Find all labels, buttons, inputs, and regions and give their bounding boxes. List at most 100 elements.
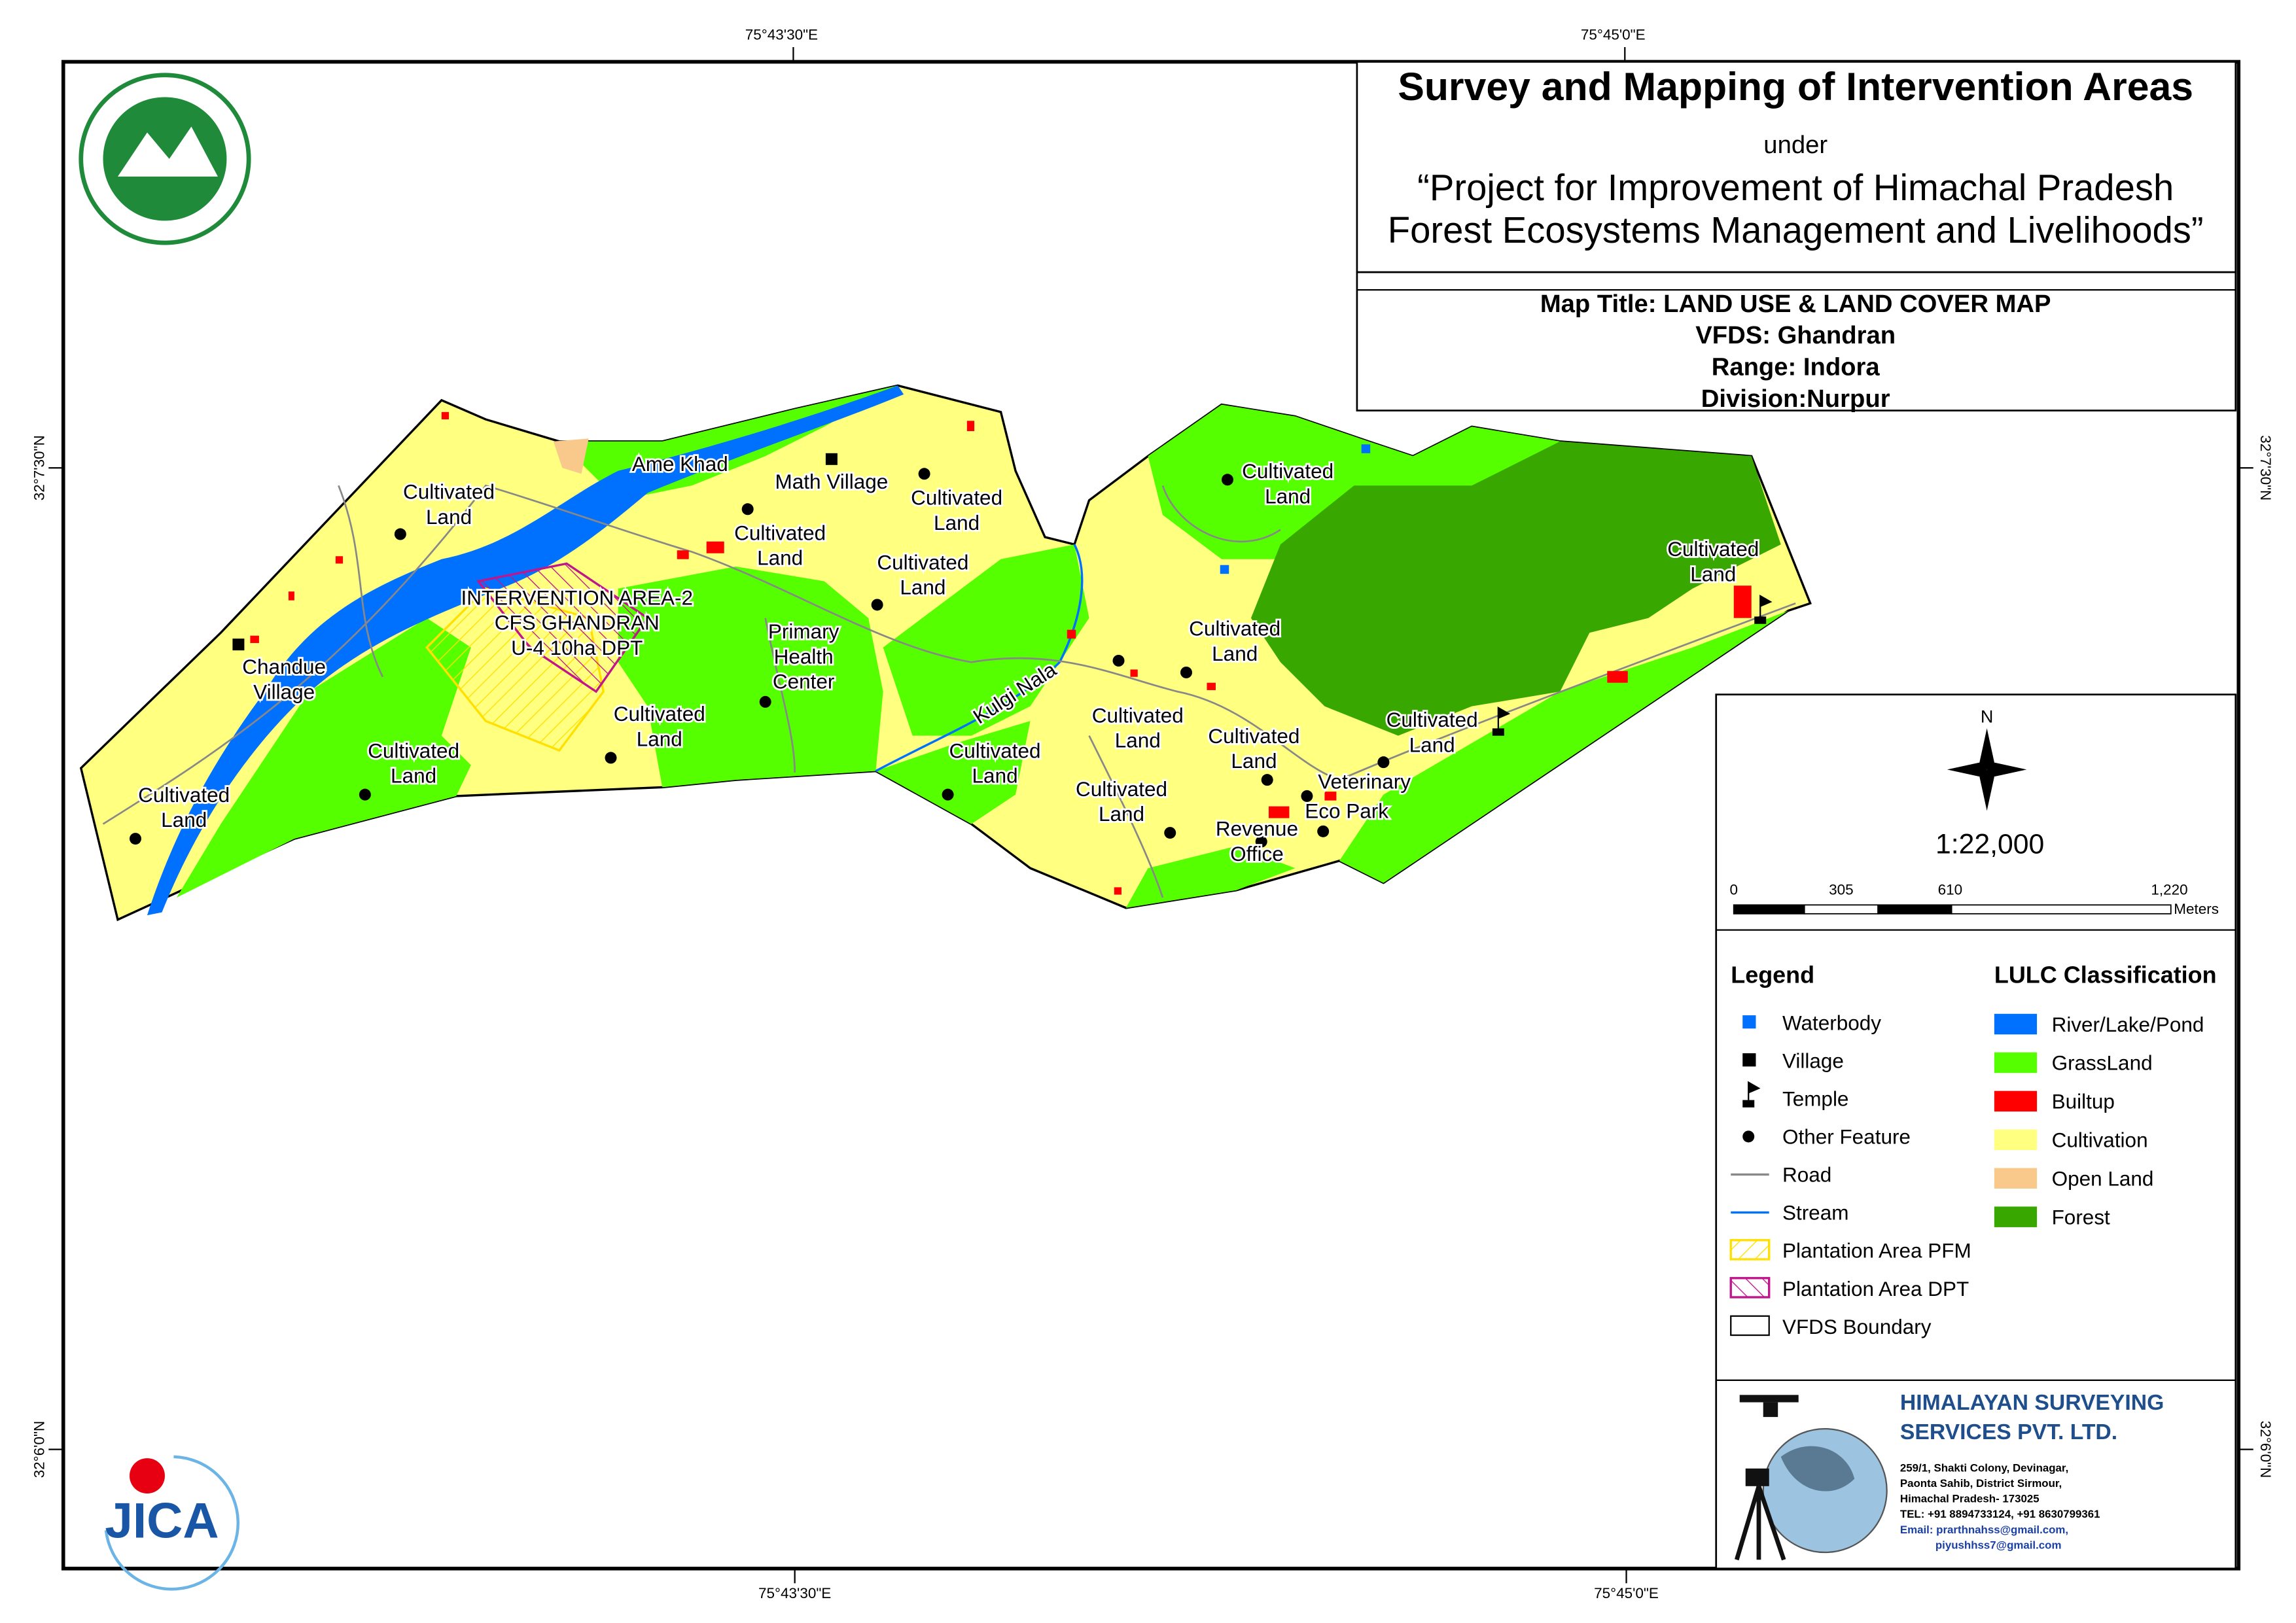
company-name: HIMALAYAN SURVEYING xyxy=(1900,1390,2164,1415)
place-label: INTERVENTION AREA-2 xyxy=(461,585,693,609)
temple-flag xyxy=(1759,595,1773,617)
feature-point xyxy=(359,788,371,801)
jica-logo: JICA xyxy=(104,1455,240,1591)
place-label: Land xyxy=(1115,729,1161,752)
place-label: Revenue xyxy=(1216,817,1298,841)
place-label: Land xyxy=(637,727,682,750)
temple-flag xyxy=(1497,706,1511,729)
longitude-label: 75°45'0"E xyxy=(1594,1585,1659,1601)
place-label: Land xyxy=(1409,733,1455,756)
title: Survey and Mapping of Intervention Areas xyxy=(1398,64,2193,109)
north-arrow xyxy=(1947,728,2027,811)
grassland xyxy=(1339,610,1788,883)
place-label: Cultivated xyxy=(1386,708,1478,731)
lulc-label: River/Lake/Pond xyxy=(2052,1013,2204,1036)
builtup xyxy=(250,411,1752,895)
legend-symbol xyxy=(1742,1053,1756,1067)
place-label: Ame Khad xyxy=(632,452,728,476)
place-label: Land xyxy=(1265,484,1311,508)
lulc-swatch xyxy=(1994,1013,2038,1035)
place-label: Cultivated xyxy=(1076,777,1167,801)
place-label: Cultivated xyxy=(1189,617,1280,640)
feature-point xyxy=(1164,827,1176,839)
place-label: Cultivated xyxy=(734,521,826,545)
place-label: Land xyxy=(757,546,803,570)
place-label: Cultivated xyxy=(877,550,968,574)
map-area xyxy=(79,384,1812,922)
north-label: N xyxy=(1981,707,1994,726)
feature-point xyxy=(741,503,754,515)
legend-symbol xyxy=(1729,1239,1771,1261)
legend-label: Village xyxy=(1782,1049,1844,1073)
village-marker xyxy=(232,638,245,651)
company-address: piyushhss7@gmail.com xyxy=(1935,1539,2062,1551)
feature-point xyxy=(394,528,406,540)
company-logo xyxy=(1734,1395,1888,1561)
longitude-label: 75°43'30"E xyxy=(745,27,818,43)
place-label: Village xyxy=(253,680,315,703)
place-label: Eco Park xyxy=(1305,799,1388,823)
legend-symbol xyxy=(1742,1100,1755,1108)
temple-marker xyxy=(1492,728,1504,736)
legend-label: Temple xyxy=(1782,1087,1849,1111)
place-label: Cultivated xyxy=(1667,537,1759,561)
lulc-swatch xyxy=(1994,1206,2038,1227)
company-address: TEL: +91 8894733124, +91 8630799361 xyxy=(1900,1508,2100,1520)
subtitle: under xyxy=(1763,131,1828,159)
lulc-label: Forest xyxy=(2052,1205,2110,1229)
jica-text: JICA xyxy=(105,1493,219,1549)
place-label: Cultivated xyxy=(368,739,459,762)
plantation-area-dpt xyxy=(476,562,650,693)
grassland xyxy=(883,544,1089,736)
legend-symbol xyxy=(1729,1277,1771,1299)
place-label: Land xyxy=(900,576,945,599)
legend-label: Plantation Area PFM xyxy=(1782,1239,1971,1263)
longitude-label: 75°43'30"E xyxy=(758,1585,831,1601)
scale-tick-label: 610 xyxy=(1938,882,1963,898)
place-label: Land xyxy=(161,808,207,831)
legend-label: Road xyxy=(1782,1163,1831,1187)
lulc-title: LULC Classification xyxy=(1994,962,2217,988)
company-address: Paonta Sahib, District Sirmour, xyxy=(1900,1477,2062,1490)
forest-department-logo xyxy=(79,73,251,245)
road xyxy=(338,485,1281,898)
lulc-label: Builtup xyxy=(2052,1090,2115,1113)
latitude-label: 32°7'30"N xyxy=(31,435,48,500)
place-label: CFS GHANDRAN xyxy=(495,611,660,635)
latitude-label: 32°6'0"N xyxy=(31,1421,48,1478)
legend-label: Stream xyxy=(1782,1201,1848,1225)
road xyxy=(102,484,1796,825)
place-label: Land xyxy=(1099,802,1144,826)
latitude-label: 32°7'30"N xyxy=(2257,435,2274,500)
place-label: Health xyxy=(774,644,834,668)
place-label: Math Village xyxy=(775,470,889,493)
project-name: “Project for Improvement of Himachal Pra… xyxy=(1417,167,2174,208)
place-label: Cultivated xyxy=(1242,459,1333,483)
grassland xyxy=(1148,404,1561,559)
legend-label: Other Feature xyxy=(1782,1125,1911,1149)
lulc-label: Open Land xyxy=(2052,1167,2154,1191)
place-label: Veterinary xyxy=(1318,770,1411,794)
place-label: Land xyxy=(1231,749,1277,773)
lulc-label: Cultivation xyxy=(2052,1128,2148,1152)
place-label: Cultivated xyxy=(1092,703,1184,727)
scale-tick-label: 305 xyxy=(1829,882,1854,898)
place-label: Cultivated xyxy=(1208,724,1299,748)
stream xyxy=(875,544,1084,773)
place-label: Land xyxy=(426,505,472,529)
feature-point xyxy=(1255,835,1267,848)
company-address: Himachal Pradesh- 173025 xyxy=(1900,1493,2040,1505)
place-label: Primary xyxy=(768,620,839,643)
map-info: Map Title: LAND USE & LAND COVER MAP xyxy=(1540,290,2051,318)
scale-tick-label: 0 xyxy=(1729,882,1738,898)
map-info-box xyxy=(1356,271,2237,411)
company-name: SERVICES PVT. LTD. xyxy=(1900,1420,2117,1444)
feature-point xyxy=(605,752,617,764)
legend-label: VFDS Boundary xyxy=(1782,1315,1932,1338)
lulc-swatch xyxy=(1994,1052,2038,1073)
place-label: Cultivated xyxy=(138,783,230,807)
waterbody xyxy=(1361,444,1371,453)
open-land xyxy=(553,438,589,474)
grassland xyxy=(618,566,883,788)
